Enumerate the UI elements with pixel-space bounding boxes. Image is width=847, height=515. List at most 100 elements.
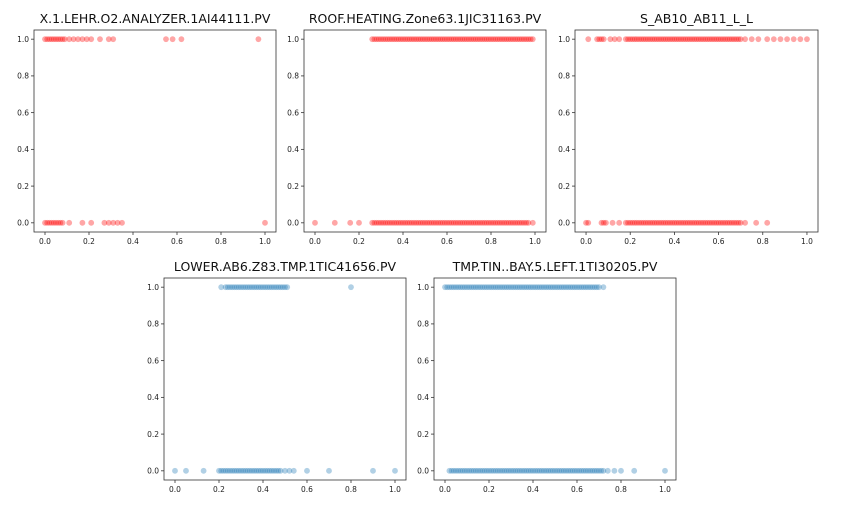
x-tick-label: 0.0 bbox=[169, 485, 181, 494]
data-point bbox=[262, 284, 269, 291]
data-point bbox=[580, 467, 587, 474]
data-point bbox=[238, 467, 244, 474]
data-point bbox=[645, 36, 651, 43]
data-point bbox=[57, 219, 64, 226]
data-point bbox=[545, 284, 552, 291]
data-point bbox=[629, 219, 636, 226]
data-point bbox=[386, 219, 393, 226]
data-point bbox=[430, 36, 437, 43]
data-point bbox=[397, 219, 404, 226]
data-point bbox=[653, 36, 660, 43]
data-point bbox=[698, 36, 704, 43]
data-point bbox=[262, 467, 269, 474]
data-point bbox=[505, 284, 512, 291]
data-point bbox=[437, 219, 444, 226]
data-point bbox=[733, 219, 740, 226]
data-point bbox=[244, 467, 251, 474]
data-point bbox=[534, 467, 541, 474]
data-point bbox=[585, 467, 591, 474]
data-point bbox=[530, 467, 536, 474]
data-point bbox=[554, 467, 561, 474]
data-point bbox=[466, 284, 473, 291]
x-tick-label: 0.0 bbox=[309, 237, 321, 246]
data-point bbox=[257, 284, 264, 291]
data-point bbox=[249, 467, 255, 474]
data-point bbox=[271, 284, 277, 291]
data-point bbox=[408, 36, 415, 43]
data-point bbox=[523, 219, 530, 226]
data-point bbox=[466, 467, 473, 474]
data-point bbox=[216, 467, 222, 474]
data-point bbox=[450, 36, 457, 43]
data-point bbox=[552, 467, 558, 474]
data-point bbox=[435, 219, 442, 226]
data-point bbox=[715, 36, 722, 43]
x-tick-label: 0.4 bbox=[127, 237, 139, 246]
data-point bbox=[411, 219, 417, 226]
data-point bbox=[667, 36, 673, 43]
data-point bbox=[472, 284, 479, 291]
data-point bbox=[521, 467, 528, 474]
data-point bbox=[631, 219, 638, 226]
data-point bbox=[545, 467, 552, 474]
data-point bbox=[402, 219, 409, 226]
data-point bbox=[565, 284, 572, 291]
data-point bbox=[691, 219, 698, 226]
data-point bbox=[622, 36, 629, 43]
data-point bbox=[44, 219, 51, 226]
data-point bbox=[481, 36, 488, 43]
y-tick-label: 0.8 bbox=[558, 72, 570, 81]
data-point bbox=[264, 467, 271, 474]
data-point bbox=[75, 36, 81, 43]
data-point bbox=[649, 219, 656, 226]
data-point bbox=[200, 467, 207, 474]
data-point bbox=[790, 36, 797, 43]
data-point bbox=[442, 284, 448, 291]
data-point bbox=[457, 36, 464, 43]
data-point bbox=[393, 219, 400, 226]
data-point bbox=[503, 36, 510, 43]
data-point bbox=[417, 219, 424, 226]
data-point bbox=[642, 36, 649, 43]
data-point bbox=[389, 36, 395, 43]
data-point bbox=[400, 36, 406, 43]
data-point bbox=[57, 36, 64, 43]
plot-frame bbox=[163, 277, 407, 481]
data-point bbox=[711, 219, 718, 226]
data-point bbox=[596, 36, 603, 43]
data-point bbox=[717, 219, 724, 226]
data-point bbox=[625, 219, 631, 226]
data-point bbox=[503, 284, 510, 291]
x-tick-label: 1.0 bbox=[659, 485, 671, 494]
data-point bbox=[543, 467, 550, 474]
data-point bbox=[260, 284, 266, 291]
data-point bbox=[369, 36, 376, 43]
data-point bbox=[728, 36, 735, 43]
data-point bbox=[266, 467, 273, 474]
data-point bbox=[631, 467, 638, 474]
data-point bbox=[389, 219, 395, 226]
data-point bbox=[698, 219, 704, 226]
data-point bbox=[529, 36, 536, 43]
data-point bbox=[105, 36, 112, 43]
data-point bbox=[444, 219, 450, 226]
data-point bbox=[499, 36, 505, 43]
data-point bbox=[400, 219, 406, 226]
data-point bbox=[726, 36, 733, 43]
data-point bbox=[472, 467, 479, 474]
data-point bbox=[603, 219, 609, 226]
data-point bbox=[671, 36, 678, 43]
data-point bbox=[404, 219, 411, 226]
data-point bbox=[583, 219, 589, 226]
data-point bbox=[596, 284, 602, 291]
data-point bbox=[492, 284, 499, 291]
data-point bbox=[678, 219, 684, 226]
y-tick-label: 0.8 bbox=[17, 72, 29, 81]
data-point bbox=[552, 284, 558, 291]
data-point bbox=[483, 284, 490, 291]
data-point bbox=[521, 284, 528, 291]
data-point bbox=[594, 36, 600, 43]
data-point bbox=[83, 36, 90, 43]
data-point bbox=[240, 284, 247, 291]
data-point bbox=[724, 219, 731, 226]
